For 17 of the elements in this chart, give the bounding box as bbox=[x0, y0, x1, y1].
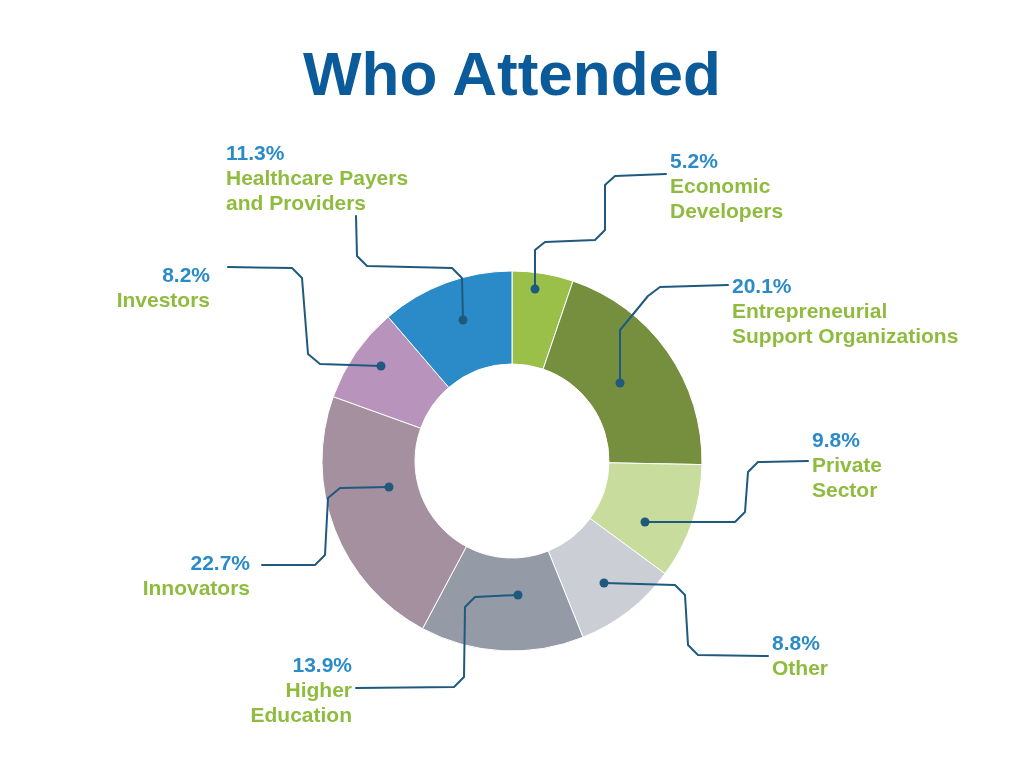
data-label: 8.8% bbox=[772, 631, 821, 654]
slice-label: Entrepreneurial Support Organizations bbox=[732, 299, 959, 347]
slice-label: Innovators bbox=[142, 576, 250, 599]
data-label: 9.8% bbox=[812, 428, 861, 451]
data-label: 22.7% bbox=[190, 551, 251, 574]
chart-title: Who Attended bbox=[303, 39, 721, 108]
slice-label: Investors bbox=[116, 288, 210, 311]
data-label: 20.1% bbox=[732, 274, 792, 297]
data-label: 5.2% bbox=[670, 149, 719, 172]
data-label: 11.3% bbox=[226, 141, 285, 164]
slice-label: Higher Education bbox=[250, 678, 352, 726]
slice-label: Private Sector bbox=[812, 453, 883, 501]
data-label: 8.2% bbox=[162, 263, 211, 286]
data-label: 13.9% bbox=[292, 653, 353, 676]
slice-label: Other bbox=[772, 656, 829, 679]
slice-label: Economic Developers bbox=[670, 174, 784, 222]
slice-label: Healthcare Payers and Providers bbox=[226, 166, 409, 214]
